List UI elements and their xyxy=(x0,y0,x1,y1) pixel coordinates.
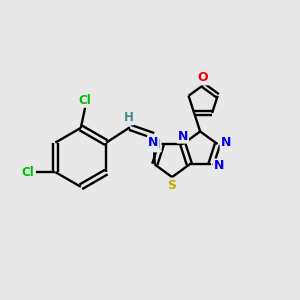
Text: N: N xyxy=(220,136,231,149)
Text: H: H xyxy=(124,111,133,124)
Text: O: O xyxy=(198,71,208,84)
Text: Cl: Cl xyxy=(22,166,34,178)
Text: S: S xyxy=(168,179,177,192)
Text: N: N xyxy=(214,159,224,172)
Text: Cl: Cl xyxy=(79,94,92,107)
Text: N: N xyxy=(178,130,188,142)
Text: H: H xyxy=(151,139,161,152)
Text: N: N xyxy=(148,136,158,149)
